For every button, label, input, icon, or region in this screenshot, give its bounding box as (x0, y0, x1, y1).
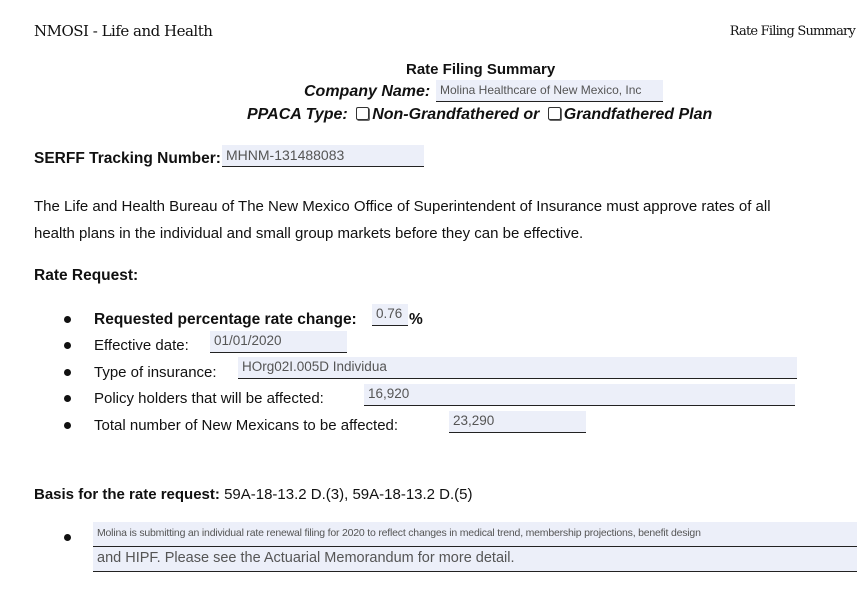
total-affected-field[interactable]: 23,290 (449, 411, 586, 433)
basis-label: Basis for the rate request: (34, 486, 220, 503)
rate-change-field[interactable]: 0.76 (372, 304, 408, 326)
total-affected-label: Total number of New Mexicans to be affec… (94, 417, 399, 434)
page-title: Rate Filing Summary (406, 61, 556, 78)
insurance-type-label: Type of insurance: (94, 364, 217, 381)
ppaca-row: PPACA Type: Non-Grandfathered or Grandfa… (247, 106, 712, 124)
effective-date-label: Effective date: (94, 337, 189, 354)
policy-holders-field[interactable]: 16,920 (364, 384, 795, 406)
percent-sign: % (409, 311, 423, 328)
bullet (64, 369, 71, 376)
company-label: Company Name: (304, 83, 431, 100)
serff-field[interactable]: MHNM-131488083 (222, 145, 424, 167)
intro-line-1: The Life and Health Bureau of The New Me… (34, 198, 771, 215)
non-grandfathered-label: Non-Grandfathered or (372, 106, 540, 123)
rate-request-heading: Rate Request: (34, 267, 139, 284)
serff-label: SERFF Tracking Number: (34, 150, 221, 167)
bullet (64, 342, 71, 349)
basis-explanation-line-2[interactable]: and HIPF. Please see the Actuarial Memor… (93, 547, 857, 572)
bullet (64, 316, 71, 323)
insurance-type-field[interactable]: HOrg02I.005D Individua (238, 357, 797, 379)
effective-date-field[interactable]: 01/01/2020 (210, 331, 347, 353)
header-left: NMOSI - Life and Health (34, 22, 213, 40)
basis-explanation-line-1[interactable]: Molina is submitting an individual rate … (93, 522, 857, 547)
basis-row: Basis for the rate request: 59A-18-13.2 … (34, 486, 473, 503)
company-name-field[interactable]: Molina Healthcare of New Mexico, Inc (436, 80, 663, 102)
bullet (64, 395, 71, 402)
grandfathered-label: Grandfathered Plan (563, 106, 713, 123)
rate-change-label: Requested percentage rate change: (94, 311, 357, 328)
policy-holders-label: Policy holders that will be affected: (94, 390, 324, 407)
bullet (64, 422, 71, 429)
ppaca-label: PPACA Type: (247, 106, 348, 123)
grandfathered-checkbox[interactable] (547, 107, 561, 120)
header-right: Rate Filing Summary (729, 24, 856, 39)
non-grandfathered-checkbox[interactable] (356, 107, 370, 120)
intro-line-2: health plans in the individual and small… (34, 225, 584, 242)
bullet (64, 534, 71, 541)
basis-value: 59A-18-13.2 D.(3), 59A-18-13.2 D.(5) (224, 486, 473, 503)
